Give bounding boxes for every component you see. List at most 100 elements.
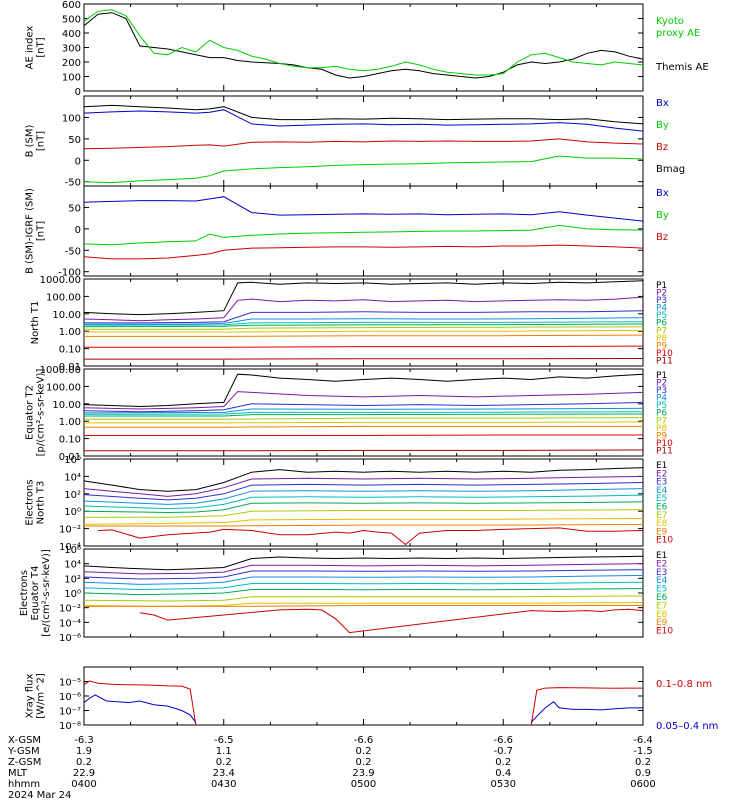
legend-label: E6 [656,593,668,603]
y-tick-label: 10⁻² [59,604,81,615]
series-line-p9 [84,334,644,337]
series-line-e10 [97,527,644,546]
panel-ion_t1: 0.01 0.10 1.00 10.00 100.00 1000.00 North T1 P1… [30,275,673,373]
panel-elec_t4: 10⁻⁶ 10⁻⁴ 10⁻² 10⁰ 10² 10⁴ 10⁶ Electrons Equator… [19,545,673,644]
legend-label: P7 [656,416,667,426]
series-line-bx [83,109,644,132]
series-line-bz [83,138,644,150]
orbit-value: 0.2 [495,757,511,768]
y-tick-label: 400 [62,29,81,40]
y-tick-label: 10⁰ [64,589,81,600]
series-line-e10 [139,608,644,634]
series-line-themis-ae [83,12,644,79]
legend-label: E7 [656,511,667,521]
series-line-p2 [83,391,644,410]
orbit-value: 0.2 [356,757,372,768]
y-tick-label: 10⁰ [64,507,81,518]
legend-label: Bz [656,232,668,243]
legend-label: P10 [656,349,673,359]
orbit-value: -6.3 [74,735,94,746]
series-line-e4 [83,488,644,505]
y-axis-label: [e/(cm²-s-sr-keV)] [41,549,52,637]
y-tick-label: 1000.00 [40,365,81,376]
y-tick-label: 10.00 [52,400,81,411]
y-axis-label: AE index [25,26,36,70]
panel-frame [83,95,644,187]
series-line-e9 [84,605,643,607]
orbit-value: 0.2 [356,746,372,757]
orbit-row-label: Y-GSM [7,746,40,757]
series-line-e6 [83,501,644,514]
series-line-e9 [84,523,644,527]
y-tick-label: 10⁶ [64,455,81,466]
orbit-value: -0.7 [493,746,513,757]
legend-label: P6 [656,319,667,329]
x-tick-label: 0430 [211,779,236,790]
panel-frame [83,3,644,92]
y-tick-label: 10⁻⁴ [59,618,81,629]
legend-label: E7 [656,601,667,611]
orbit-value: 0.4 [495,768,511,779]
y-tick-label: 1000.00 [40,275,81,286]
legend-label: E8 [656,519,668,529]
legend-label: P3 [656,386,667,396]
y-tick-label: 1.00 [59,417,81,428]
legend-label: P2 [656,379,667,389]
series-line-kyoto-proxy-ae [83,9,644,76]
series-line-p2 [83,296,644,322]
y-tick-label: 10.00 [52,310,81,321]
series-line-p5 [83,411,644,415]
legend-label: P11 [656,356,673,366]
y-tick-label: 10² [64,574,81,585]
legend-label: E4 [656,486,668,496]
legend-label: Bmag [656,164,685,175]
legend-label: E8 [656,610,668,620]
series-line-p10 [84,434,643,436]
y-axis-label: Electrons [25,479,36,525]
y-tick-label: 0.10 [59,435,81,446]
legend-label: P11 [656,446,673,456]
y-axis-label: B (SM)-IGRF (SM) [25,188,36,274]
series-line-e7 [84,509,644,518]
legend-label: E2 [656,559,667,569]
y-tick-label: 10⁻² [59,525,81,536]
y-axis-label: [W/m^2] [36,673,47,719]
y-tick-label: 10⁴ [64,560,81,571]
y-tick-label: 10⁻⁷ [59,707,81,718]
legend-label: E1 [656,461,667,471]
y-tick-label: 10⁶ [64,545,81,556]
series-line-0-05-0-4-nm [83,694,197,723]
y-tick-label: 100.00 [46,292,81,303]
series-line-e6 [83,588,644,596]
y-axis-label: B (SM) [25,124,36,157]
legend-label: 0.05–0.4 nm [656,721,718,732]
series-line-e1 [83,467,644,492]
legend-label: E1 [656,551,667,561]
y-axis-label: [p/(cm²-s-sr-keV)] [36,369,47,457]
series-line-e5 [83,581,644,591]
series-line-by [83,155,644,184]
y-tick-label: 100 [62,73,81,84]
series-line-p10 [84,345,644,348]
series-line-e7 [83,595,644,602]
y-tick-label: -50 [65,178,81,189]
series-line-p11 [84,449,644,452]
series-line-p6 [84,413,644,417]
series-line-e3 [83,482,644,501]
panel-frame [83,666,644,726]
y-tick-label: 10⁴ [64,472,81,483]
time-row-label: hhmm [8,779,40,790]
orbit-value: 1.1 [216,746,232,757]
legend-label: P3 [656,296,667,306]
legend-label: E5 [656,494,667,504]
y-tick-label: 10² [64,490,81,501]
series-line-bmag [83,104,644,125]
legend-label: P9 [656,431,667,441]
y-tick-label: -50 [65,246,81,257]
legend-label: P7 [656,326,667,336]
legend-label: P9 [656,341,667,351]
y-tick-label: 10⁻⁵ [59,678,81,689]
date-label: 2024 Mar 24 [8,790,71,800]
legend-label: P5 [656,401,667,411]
